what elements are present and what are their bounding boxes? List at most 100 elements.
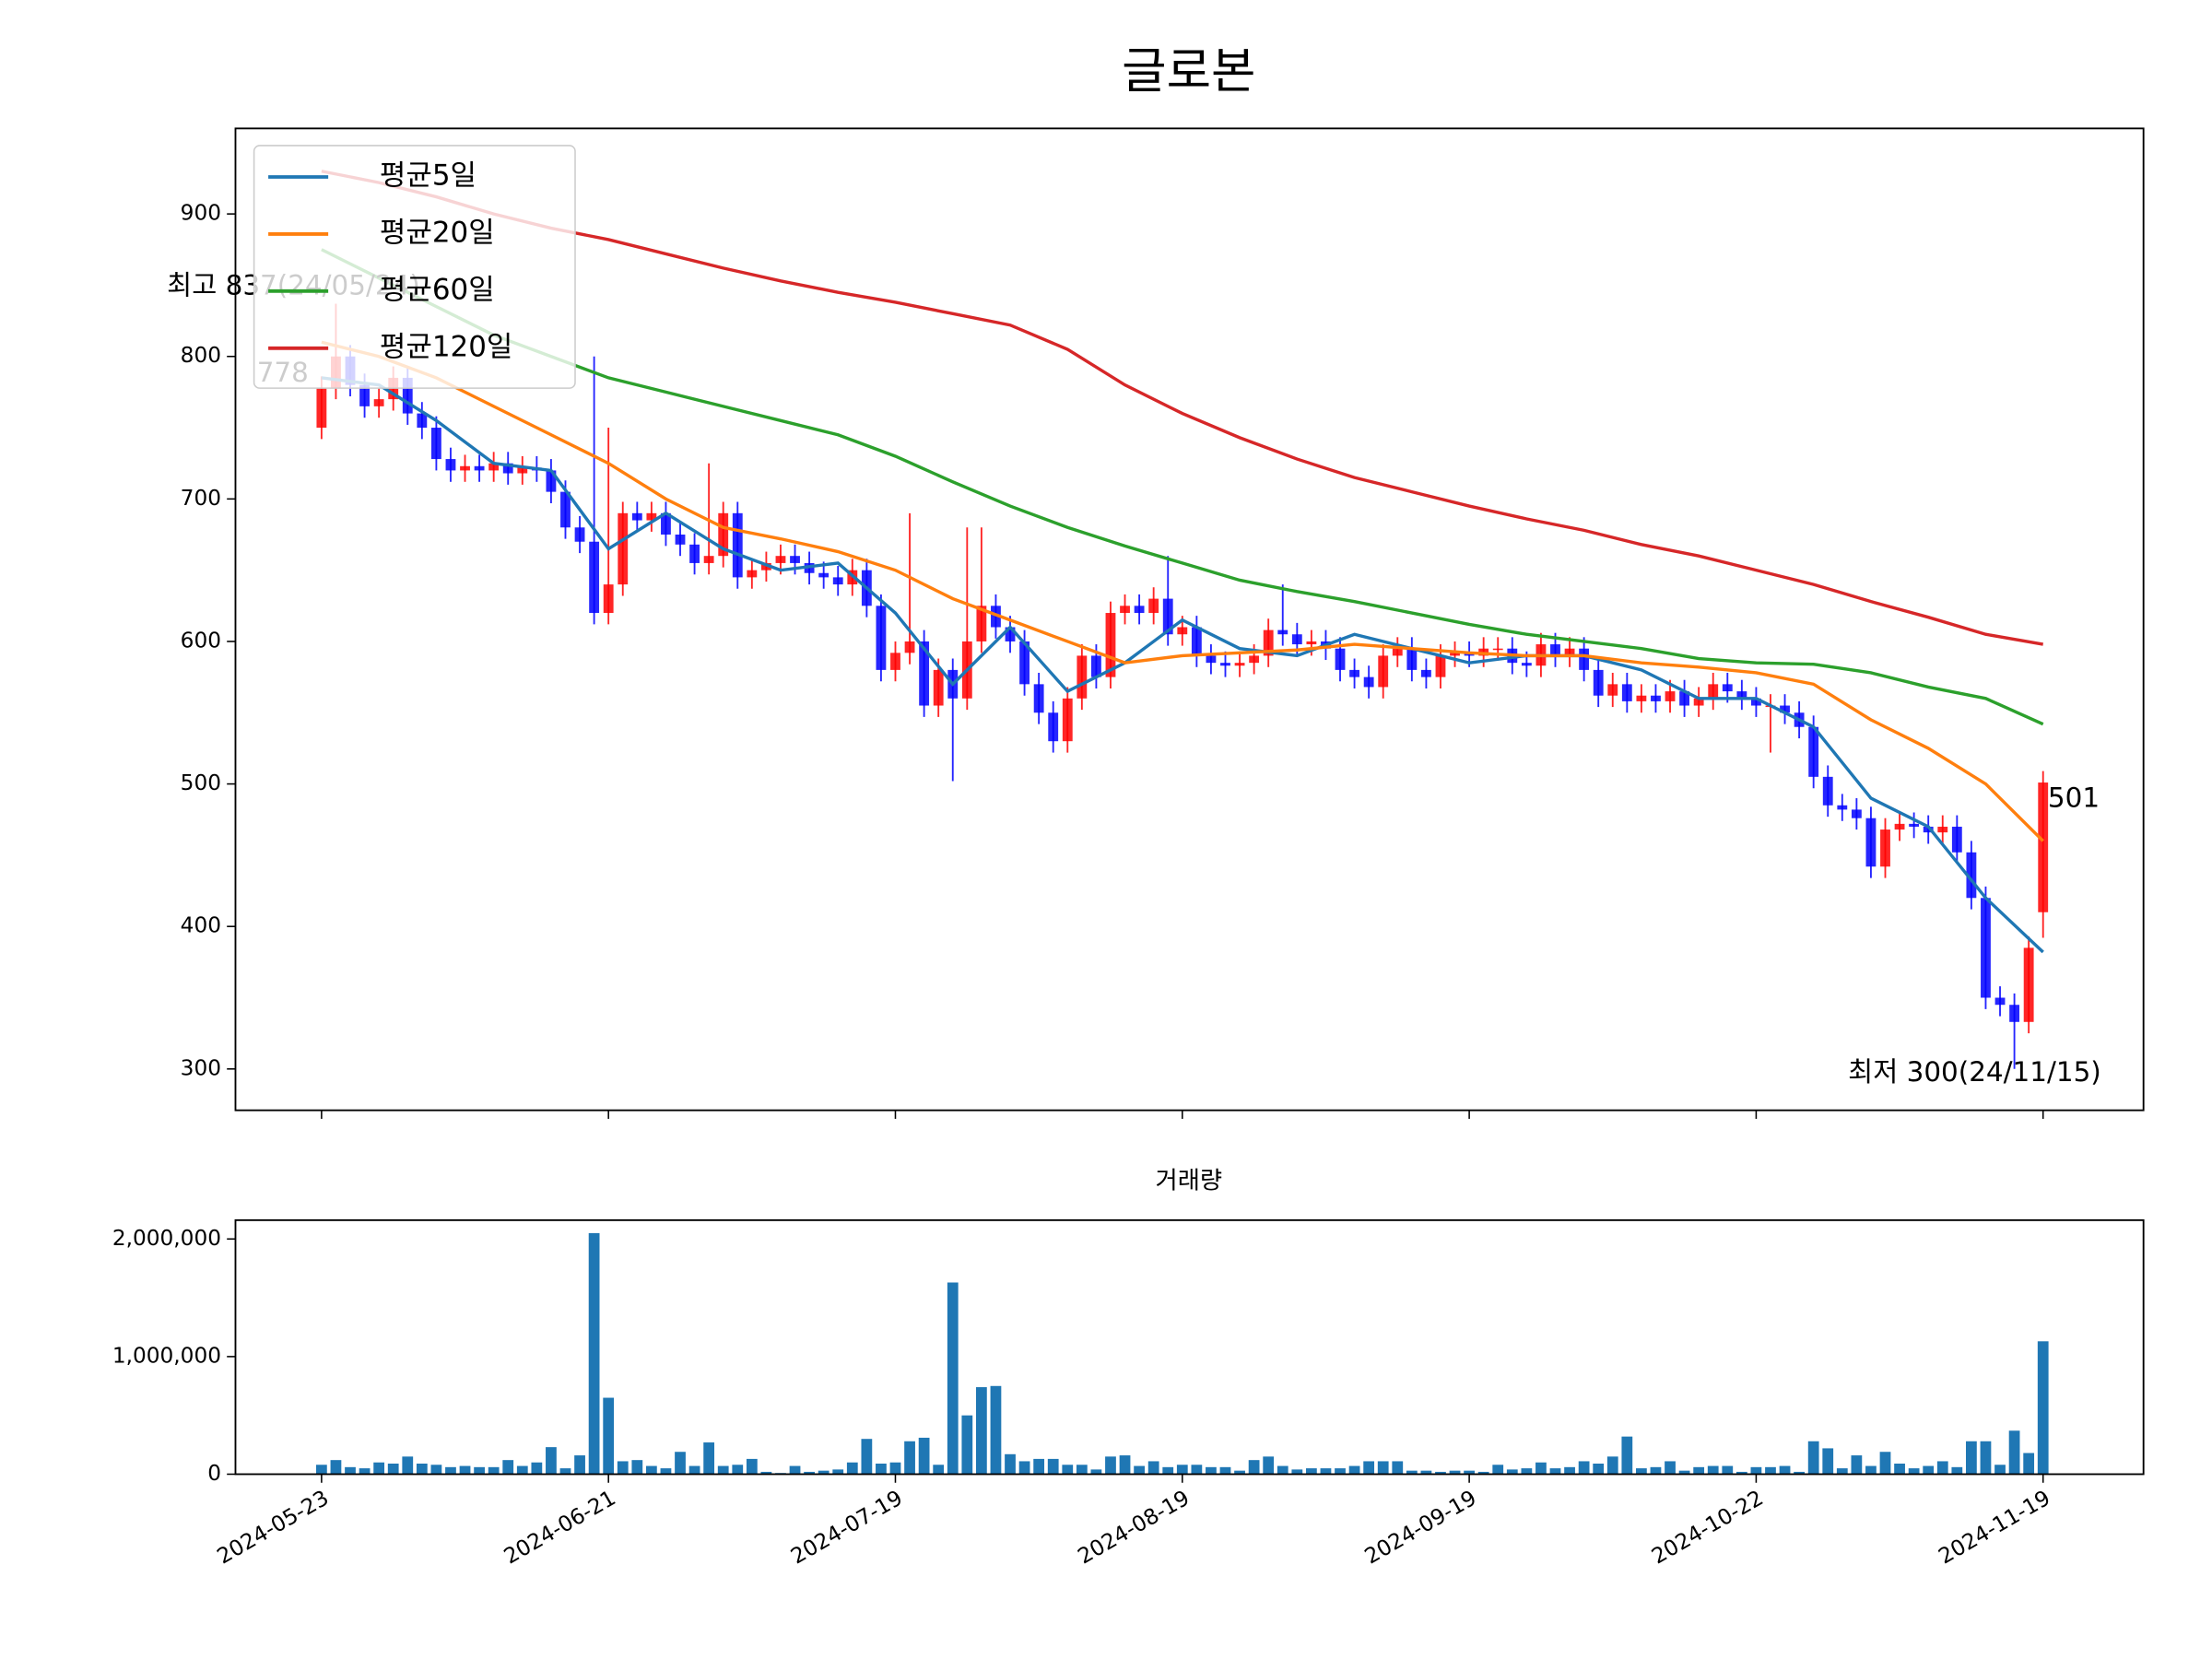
volume-bar xyxy=(688,1465,700,1475)
y-tick-label: 600 xyxy=(181,628,221,653)
volume-bar xyxy=(732,1465,744,1475)
volume-bar xyxy=(918,1437,930,1475)
volume-bar xyxy=(373,1462,385,1475)
candle-body xyxy=(1392,648,1403,656)
candle-body xyxy=(373,399,384,406)
candle-body xyxy=(689,544,700,563)
volume-bar xyxy=(1535,1462,1547,1475)
volume-bar xyxy=(1449,1470,1461,1475)
candle-body xyxy=(904,641,915,653)
candle-body xyxy=(1951,826,1962,853)
candle-body xyxy=(1077,655,1088,699)
volume-bar xyxy=(1923,1465,1935,1475)
volume-bar xyxy=(760,1471,772,1475)
candle-body xyxy=(1822,776,1833,806)
candle-body xyxy=(1206,655,1217,664)
legend-box xyxy=(253,145,576,389)
volume-bar xyxy=(1650,1466,1662,1475)
candle-body xyxy=(1048,712,1059,742)
candle-body xyxy=(1263,629,1274,656)
volume-bar xyxy=(1936,1461,1948,1475)
volume-bar xyxy=(846,1462,858,1475)
volume-bar xyxy=(1464,1470,1475,1475)
volume-bar xyxy=(559,1468,571,1475)
volume-bar xyxy=(1606,1456,1618,1475)
candle-body xyxy=(1894,823,1905,830)
volume-bar xyxy=(1306,1468,1317,1475)
candle-body xyxy=(1550,644,1560,656)
volume-bar xyxy=(502,1460,514,1475)
y-tick-label: 0 xyxy=(207,1461,221,1486)
candle-body xyxy=(1291,634,1302,645)
volume-bar xyxy=(746,1458,758,1475)
volume-bar xyxy=(459,1465,471,1475)
volume-bar xyxy=(1564,1466,1575,1475)
candle-body xyxy=(1420,669,1431,677)
price-frame xyxy=(234,127,2145,1112)
volume-bar xyxy=(703,1442,715,1475)
volume-bar xyxy=(1119,1455,1131,1475)
volume-bar xyxy=(1707,1465,1719,1475)
candle-body xyxy=(460,465,470,471)
volume-bar xyxy=(1162,1466,1174,1475)
y-tick-label: 300 xyxy=(181,1055,221,1080)
candle-body xyxy=(417,413,428,429)
candle-body xyxy=(560,491,571,528)
volume-bar xyxy=(1320,1468,1332,1475)
candle-body xyxy=(818,572,830,578)
volume-bar xyxy=(574,1455,585,1475)
candle-body xyxy=(1937,826,1948,833)
candle-body xyxy=(1736,691,1747,699)
volume-bar xyxy=(1966,1441,1977,1475)
candle-body xyxy=(1378,655,1389,688)
candle-body xyxy=(1249,655,1260,664)
y-tick-label: 800 xyxy=(181,343,221,368)
candle-body xyxy=(890,653,900,670)
candle-body xyxy=(1148,598,1159,614)
y-tick-label: 400 xyxy=(181,913,221,938)
candle-body xyxy=(919,641,930,706)
volume-bar xyxy=(933,1465,945,1475)
candle-body xyxy=(1708,684,1719,699)
candle-body xyxy=(2023,947,2034,1022)
volume-bar xyxy=(1851,1455,1863,1475)
volume-bar xyxy=(675,1452,686,1475)
volume-bar xyxy=(1794,1471,1805,1475)
volume-bar xyxy=(1492,1465,1504,1475)
candle-body xyxy=(1090,655,1101,677)
candle-body xyxy=(1177,627,1188,635)
volume-bar xyxy=(1678,1470,1690,1475)
ma-line xyxy=(321,170,2044,646)
volume-bar xyxy=(904,1441,915,1475)
candle-body xyxy=(1665,691,1676,701)
candle-body xyxy=(991,606,1001,628)
candle-body xyxy=(1005,627,1016,641)
volume-bar xyxy=(445,1466,456,1475)
volume-bar xyxy=(1277,1465,1288,1475)
volume-bar xyxy=(1062,1465,1074,1475)
volume-bar xyxy=(1578,1461,1590,1475)
candle-body xyxy=(1651,695,1661,701)
candle-body xyxy=(430,428,441,460)
candle-body xyxy=(1837,805,1848,810)
volume-bar xyxy=(1879,1452,1891,1475)
candle-body xyxy=(876,606,887,670)
candle-body xyxy=(1277,629,1288,635)
volume-bar xyxy=(1621,1436,1633,1475)
candle-body xyxy=(1120,606,1130,614)
candle-body xyxy=(1808,726,1819,777)
volume-bar xyxy=(645,1465,657,1475)
y-tick-label: 2,000,000 xyxy=(112,1226,221,1251)
candle-body xyxy=(618,512,629,585)
volume-bar xyxy=(1263,1456,1275,1475)
candle-body xyxy=(1019,641,1030,685)
y-tick-label: 700 xyxy=(181,486,221,511)
volume-bar xyxy=(1134,1465,1145,1475)
volume-bar xyxy=(1363,1461,1375,1475)
volume-bar xyxy=(1477,1471,1489,1475)
candle-body xyxy=(1607,684,1618,696)
volume-bar xyxy=(1894,1464,1905,1475)
volume-bar xyxy=(990,1385,1002,1475)
